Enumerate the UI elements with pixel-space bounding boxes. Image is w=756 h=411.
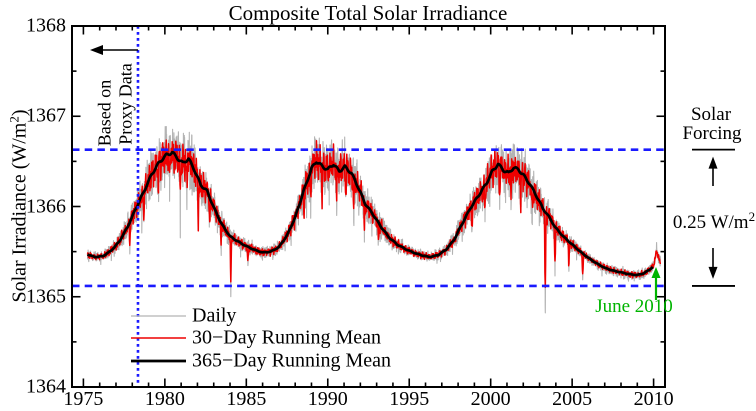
up-arrow-icon [708,156,718,169]
june-2010-label: June 2010 [595,296,673,317]
solar-forcing-label-line2: Forcing [682,123,742,144]
running-mean-365d-path [86,150,654,277]
y-axis-title-sup: 2 [6,116,22,123]
forcing-value-text: 0.25 W/m [672,212,749,233]
legend-label-daily: Daily [192,304,237,327]
x-tick-label-1980: 1980 [144,388,185,410]
y-tick-label-1367: 1367 [26,104,66,127]
x-tick-label-2005: 2005 [552,388,593,410]
june-up-arrow-icon [651,267,661,278]
chart-title: Composite Total Solar Irradiance [228,1,508,25]
x-tick-label-1990: 1990 [307,388,348,410]
down-arrow-icon [708,266,718,279]
running-mean-30d-path [86,139,662,289]
forcing-value-label: 0.25 W/m2 [672,209,756,234]
x-tick-label-2000: 2000 [470,388,511,410]
x-tick-label-1985: 1985 [226,388,267,410]
legend-label-30day: 30−Day Running Mean [192,326,382,349]
legend-label-365day: 365−Day Running Mean [192,349,392,372]
x-tick-label-2010: 2010 [633,388,674,410]
x-tick-label-1995: 1995 [389,388,430,410]
solar-forcing-label-line1: Solar [690,104,732,125]
y-tick-label-1366: 1366 [26,195,66,217]
x-tick-label-1975: 1975 [63,388,104,410]
y-tick-label-1365: 1365 [26,285,66,308]
proxy-annotation-line2: Proxy Data [115,63,136,145]
forcing-value-sup: 2 [748,209,756,224]
y-tick-label-1368: 1368 [26,14,66,37]
proxy-annotation-line1: Based on [94,79,115,147]
y-tick-label-1364: 1364 [26,375,66,398]
left-arrow-icon [90,45,103,55]
